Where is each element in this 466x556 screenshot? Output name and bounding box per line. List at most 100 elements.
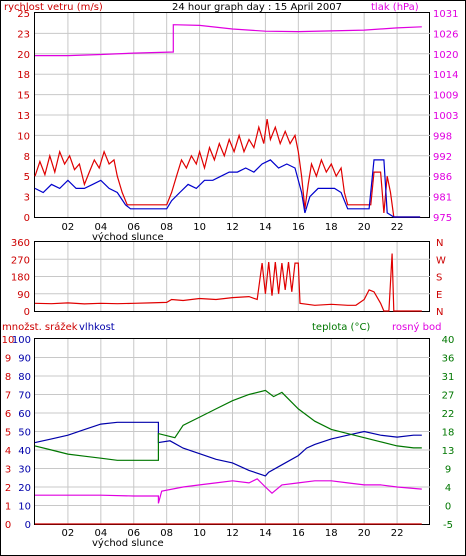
x-tick-label: 12 (226, 222, 239, 233)
direction-series (34, 253, 422, 312)
series-wind (34, 159, 421, 218)
x-tick-label: 18 (325, 528, 338, 539)
x-tick-label: 18 (325, 222, 338, 233)
pressure-tick: 975 (433, 213, 452, 224)
temperature-tick: 27 (442, 391, 455, 402)
direction-degree-tick: 270 (11, 255, 30, 266)
wind-speed-ticks: 0 3 5 8 10 13 15 18 20 23 25 (17, 9, 30, 224)
wind-speed-tick: 20 (17, 50, 30, 61)
humidity-axis-label: vlhkost (79, 322, 115, 333)
wind-panel: 0 3 5 8 10 13 15 18 20 23 25 975 981 986 992 998 1003 10… (17, 9, 458, 243)
precip-tick: 9 (5, 354, 11, 365)
temperature-axis-label: teplota (°C) (312, 322, 370, 333)
precip-tick: 5 (5, 428, 11, 439)
precip-tick: 0 (5, 520, 11, 531)
temperature-tick: -5 (443, 520, 453, 531)
precip-tick: 8 (5, 372, 11, 383)
direction-compass-tick: E (436, 290, 442, 301)
humidity-tick: 20 (18, 483, 31, 494)
x-tick-label: 10 (193, 222, 206, 233)
temperature-ticks: -5 0 4 9 13 18 22 27 31 36 40 (442, 335, 455, 531)
x-tick-label: 08 (160, 222, 173, 233)
humidity-tick: 100 (12, 335, 31, 346)
direction-degree-tick: 0 (24, 307, 30, 318)
wind-series (34, 24, 422, 218)
pressure-axis-label: tlak (hPa) (371, 2, 419, 13)
temperature-tick: 18 (442, 428, 455, 439)
wind-speed-tick: 23 (17, 29, 30, 40)
series-direction (34, 253, 422, 312)
x-tick-label: 12 (226, 528, 239, 539)
wind-x-ticks: 02 04 06 08 10 12 14 16 18 20 22 (62, 222, 404, 233)
precip-tick: 2 (5, 483, 11, 494)
series-dewpoint (35, 478, 422, 504)
humidity-tick: 90 (18, 354, 31, 365)
wind-speed-axis-label: rychlost vetru (m/s) (4, 2, 103, 13)
sunrise-label-top: východ slunce (92, 231, 164, 243)
chart-title: 24 hour graph day : 15 April 2007 (172, 2, 342, 13)
humidity-panel-grid (35, 339, 430, 524)
humidity-tick: 60 (18, 409, 31, 420)
wind-speed-tick: 15 (17, 91, 30, 102)
x-tick-label: 22 (391, 528, 404, 539)
precip-tick: 3 (5, 465, 11, 476)
humidity-tick: 40 (18, 446, 31, 457)
pressure-tick: 1009 (433, 91, 458, 102)
pressure-tick: 1020 (433, 50, 458, 61)
x-tick-label: 20 (358, 222, 371, 233)
x-tick-label: 22 (391, 222, 404, 233)
x-tick-label: 14 (259, 528, 272, 539)
humidity-tick: 30 (18, 465, 31, 476)
x-tick-label: 02 (62, 222, 75, 233)
humidity-tick: 70 (18, 391, 31, 402)
x-tick-label: 02 (62, 528, 75, 539)
series-humidity (34, 421, 422, 477)
humidity-tick: 80 (18, 372, 31, 383)
precip-tick: 6 (5, 409, 11, 420)
wind-speed-tick: 3 (24, 193, 30, 204)
direction-compass-tick: N (436, 307, 443, 318)
direction-degree-tick: 360 (11, 238, 30, 249)
precip-ticks: 0 1 2 3 4 5 6 7 8 9 10 (2, 335, 15, 531)
temperature-tick: 0 (445, 502, 451, 513)
x-tick-label: 06 (127, 528, 140, 539)
x-tick-label: 06 (127, 222, 140, 233)
temperature-tick: 40 (442, 335, 455, 346)
wind-speed-tick: 5 (24, 172, 30, 183)
pressure-tick: 1003 (433, 111, 458, 122)
x-tick-label: 14 (259, 222, 272, 233)
humidity-ticks: 0 10 20 30 40 50 60 70 80 90 100 (12, 335, 31, 531)
wind-speed-tick: 10 (17, 131, 30, 142)
humidity-tick: 10 (18, 502, 31, 513)
pressure-tick: 998 (433, 131, 452, 142)
humidity-series (34, 389, 422, 525)
temperature-tick: 31 (442, 372, 455, 383)
pressure-tick: 981 (433, 193, 452, 204)
series-temperature (34, 389, 422, 461)
precip-tick: 10 (2, 335, 15, 346)
direction-compass-tick: W (436, 255, 446, 266)
x-tick-label: 04 (94, 222, 107, 233)
pressure-tick: 1031 (433, 9, 458, 20)
humidity-tick: 50 (18, 428, 31, 439)
wind-panel-grid (35, 13, 430, 217)
wind-speed-tick: 25 (17, 9, 30, 20)
pressure-tick: 1014 (433, 70, 458, 81)
pressure-tick: 992 (433, 152, 452, 163)
x-tick-label: 04 (94, 528, 107, 539)
pressure-ticks: 975 981 986 992 998 1003 1009 1014 1020 1026 1031 (433, 9, 458, 224)
wind-speed-tick: 18 (17, 70, 30, 81)
precip-tick: 7 (5, 391, 11, 402)
direction-compass-tick: N (436, 238, 443, 249)
x-tick-label: 16 (292, 222, 305, 233)
temperature-tick: 9 (445, 465, 451, 476)
x-tick-label: 20 (358, 528, 371, 539)
direction-degree-tick: 90 (17, 290, 30, 301)
dewpoint-axis-label: rosný bod (392, 321, 441, 333)
precip-axis-label: množst. srážek (2, 321, 78, 333)
